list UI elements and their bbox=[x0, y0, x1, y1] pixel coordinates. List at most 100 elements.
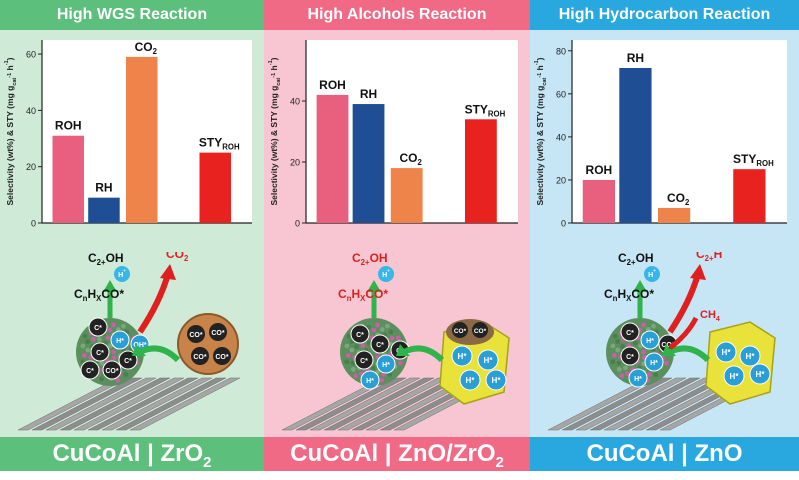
support-surface bbox=[17, 377, 241, 431]
species-label: C* bbox=[376, 342, 384, 349]
adsorbed-species bbox=[472, 322, 488, 338]
intermediate-label: CnHXCO* bbox=[604, 287, 654, 303]
panel-title: High Hydrocarbon Reaction bbox=[530, 0, 799, 30]
species-label: C* bbox=[626, 330, 634, 337]
adsorbed-species bbox=[620, 346, 640, 366]
species-label: H* bbox=[484, 356, 494, 365]
side-product-arrow bbox=[137, 273, 171, 334]
species-label: H* bbox=[756, 370, 766, 379]
arrow-head bbox=[690, 264, 706, 280]
adsorbed-species bbox=[360, 370, 380, 390]
support-particle bbox=[177, 313, 239, 375]
bar-label: RH bbox=[360, 87, 377, 101]
adsorbed-species bbox=[110, 330, 130, 350]
h-ion-label: H+ bbox=[648, 268, 656, 279]
h-ion bbox=[378, 266, 394, 282]
species-label: H* bbox=[116, 338, 124, 345]
species-label: CO* bbox=[211, 330, 225, 337]
bar-co bbox=[126, 56, 158, 224]
intermediate-label: CnHXCO* bbox=[74, 287, 124, 303]
y-tick-label: 20 bbox=[290, 158, 300, 168]
product-top: C2+OH bbox=[88, 252, 124, 267]
bar-sty bbox=[465, 119, 497, 223]
bar-sty bbox=[199, 152, 231, 223]
adsorbed-species bbox=[723, 365, 745, 387]
panel-title: High WGS Reaction bbox=[0, 0, 264, 30]
y-tick-label: 40 bbox=[556, 132, 566, 142]
bar-chart-hydrocarbon: 0 20 40 60 80 Selectivity (wt%) & STY (mg gca… bbox=[534, 40, 787, 229]
bar-rh bbox=[352, 104, 385, 223]
y-tick-label: 20 bbox=[556, 175, 566, 185]
species-label: CO* bbox=[474, 328, 487, 335]
mechanism-illustration-wgs: C* H* C* C* CO* OH* C* CO* CO* CO* CO* H+C2+OH CnHXC… bbox=[17, 252, 241, 431]
bar-label: STYROH bbox=[465, 102, 506, 118]
side-product-label-2: CH4 bbox=[700, 309, 720, 323]
adsorbed-species bbox=[350, 324, 370, 344]
adsorbed-species bbox=[213, 347, 231, 365]
arrow-head bbox=[367, 280, 381, 292]
y-tick-label: 0 bbox=[561, 219, 566, 229]
species-label: H* bbox=[730, 372, 740, 381]
h-ion-label: H+ bbox=[118, 268, 126, 279]
panel-wgs: High WGS Reaction 0 20 40 60 Selectivity (wt… bbox=[0, 0, 264, 471]
h-ion bbox=[644, 266, 660, 282]
bar-roh bbox=[52, 135, 84, 223]
spillover-arrow bbox=[402, 345, 445, 363]
adsorbed-species bbox=[80, 360, 100, 380]
adsorbed-species bbox=[749, 363, 771, 385]
y-tick-label: 40 bbox=[26, 106, 36, 116]
bar-label: ROH bbox=[586, 163, 613, 177]
y-tick-label: 40 bbox=[290, 97, 300, 107]
adsorbed-species bbox=[485, 369, 507, 391]
product-top: C2+OH bbox=[618, 252, 654, 267]
species-label: C* bbox=[96, 350, 104, 357]
species-label: H* bbox=[746, 352, 756, 361]
arrow-head bbox=[160, 264, 176, 280]
bar-chart-wgs: 0 20 40 60 Selectivity (wt%) & STY (mg gcat-… bbox=[4, 40, 252, 229]
adsorbed-species bbox=[191, 347, 209, 365]
adsorbed-species bbox=[376, 354, 396, 374]
y-tick-label: 0 bbox=[31, 219, 36, 229]
adsorbed-species bbox=[451, 345, 473, 367]
species-label: C* bbox=[356, 332, 364, 339]
species-label: C* bbox=[360, 358, 368, 365]
adsorbed-species bbox=[715, 341, 737, 363]
bar-label: ROH bbox=[55, 119, 82, 133]
bar-co bbox=[390, 168, 423, 223]
side-product-arrow bbox=[667, 273, 701, 334]
adsorbed-species bbox=[477, 349, 499, 371]
side-product-label: C2+H bbox=[696, 252, 722, 263]
support-particle bbox=[705, 321, 776, 405]
bar-label: CO2 bbox=[400, 151, 423, 167]
bar-label: ROH bbox=[319, 78, 346, 92]
spillover-arrow bbox=[668, 345, 711, 363]
bar-label: STYROH bbox=[199, 136, 240, 152]
adsorbed-species bbox=[90, 342, 110, 362]
adsorbed-species bbox=[88, 317, 108, 337]
species-label: C* bbox=[94, 325, 102, 332]
arrow-head bbox=[396, 344, 410, 356]
side-product-arrow bbox=[668, 316, 699, 350]
product-top: C2+OH bbox=[352, 252, 388, 267]
y-tick-label: 20 bbox=[26, 162, 36, 172]
panel-footer: CuCoAl | ZnO/ZrO2 bbox=[264, 437, 530, 471]
species-label: CO* bbox=[454, 328, 467, 335]
intermediate-label: CnHXCO* bbox=[338, 287, 388, 303]
bar-roh bbox=[582, 179, 615, 223]
species-label: CO* bbox=[661, 342, 675, 349]
panel-footer: CuCoAl | ZrO2 bbox=[0, 437, 264, 471]
arrow-head bbox=[132, 344, 146, 356]
y-tick-label: 80 bbox=[556, 46, 566, 56]
y-tick-label: 60 bbox=[26, 50, 36, 60]
species-label: H* bbox=[650, 360, 658, 367]
y-axis-label: Selectivity (wt%) & STY (mg gcat-1 h-1) bbox=[534, 57, 548, 205]
adsorbed-species bbox=[620, 322, 640, 342]
bar-label: RH bbox=[95, 181, 112, 195]
bar-label: STYROH bbox=[733, 152, 774, 168]
species-label: OH* bbox=[133, 342, 147, 349]
adsorbed-species bbox=[459, 369, 481, 391]
panel-alcohols: High Alcohols Reaction 0 20 40 Selectivity … bbox=[264, 0, 530, 471]
species-label: H* bbox=[366, 378, 374, 385]
bar-label: CO2 bbox=[135, 40, 158, 56]
